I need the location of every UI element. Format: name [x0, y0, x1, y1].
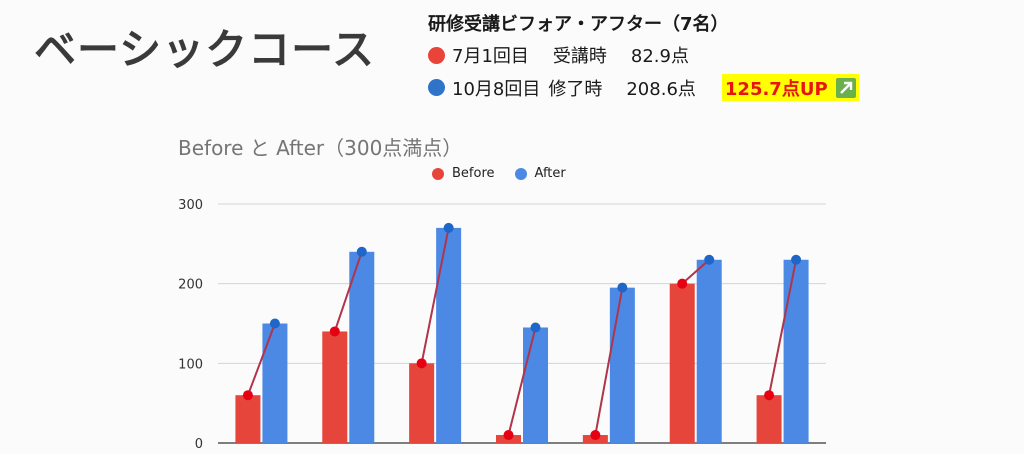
- before-marker: [503, 430, 514, 441]
- bar-after: [436, 227, 462, 443]
- before-dot-icon: [428, 46, 445, 64]
- y-tick-label: 0: [195, 437, 203, 452]
- summary-after-row: 10月8回目 修了時 208.6点 125.7点UP: [428, 74, 859, 101]
- before-marker: [590, 430, 601, 441]
- after-stage: 修了時: [548, 78, 603, 100]
- y-tick-label: 300: [178, 198, 203, 213]
- chart-title: Before と After（300点満点）: [178, 136, 463, 160]
- after-marker: [269, 318, 280, 329]
- legend-after-label: After: [534, 166, 566, 181]
- bar-before: [322, 331, 348, 443]
- connector-line: [246, 323, 276, 396]
- before-marker: [677, 278, 688, 289]
- summary-panel: 研修受講ビフォア・アフター（7名） 7月1回目 受講時 82.9点 10月8回目…: [428, 10, 859, 101]
- legend-item-before: Before: [432, 166, 495, 181]
- bar-after: [349, 251, 375, 443]
- after-marker: [530, 322, 541, 333]
- before-marker: [764, 390, 775, 401]
- improvement-badge: 125.7点UP: [721, 74, 859, 101]
- bar-after: [696, 259, 722, 443]
- bar-before: [669, 283, 695, 443]
- after-marker: [704, 254, 715, 265]
- before-stage: 受講時: [552, 46, 607, 67]
- y-tick-label: 100: [178, 357, 203, 372]
- after-marker: [443, 222, 454, 233]
- bar-after: [262, 323, 288, 443]
- after-label: 10月8回目: [452, 78, 541, 100]
- y-tick-label: 200: [178, 278, 203, 293]
- legend-before-label: Before: [452, 166, 495, 181]
- before-marker: [416, 358, 427, 369]
- before-marker: [329, 326, 340, 337]
- connector-line: [594, 287, 624, 436]
- after-marker: [791, 254, 802, 265]
- before-marker: [242, 390, 253, 401]
- course-title: ベーシックコース: [34, 25, 376, 74]
- connector-line: [507, 327, 537, 436]
- connector-line: [768, 259, 798, 396]
- chart-legend: Before After: [432, 166, 586, 181]
- bar-before: [756, 395, 782, 443]
- before-label: 7月1回目: [452, 46, 529, 67]
- legend-item-after: After: [514, 166, 566, 181]
- connector-line: [681, 259, 710, 285]
- bar-after: [523, 327, 548, 443]
- connector-line: [333, 251, 363, 332]
- improvement-text: 125.7点UP: [724, 79, 828, 100]
- after-score: 208.6点: [626, 78, 696, 100]
- before-score: 82.9点: [630, 46, 689, 67]
- after-dot-icon: [428, 79, 445, 96]
- legend-after-swatch: [514, 167, 527, 180]
- after-marker: [617, 282, 628, 293]
- bar-before: [409, 363, 435, 443]
- legend-before-swatch: [432, 167, 444, 180]
- summary-before-row: 7月1回目 受講時 82.9点: [428, 42, 859, 68]
- connector-line: [420, 227, 450, 364]
- up-right-arrow-icon: [835, 78, 856, 98]
- bar-before: [235, 395, 261, 443]
- summary-title: 研修受講ビフォア・アフター（7名）: [428, 14, 729, 35]
- bar-after: [609, 287, 635, 443]
- after-marker: [356, 246, 367, 257]
- bar-after: [783, 259, 809, 443]
